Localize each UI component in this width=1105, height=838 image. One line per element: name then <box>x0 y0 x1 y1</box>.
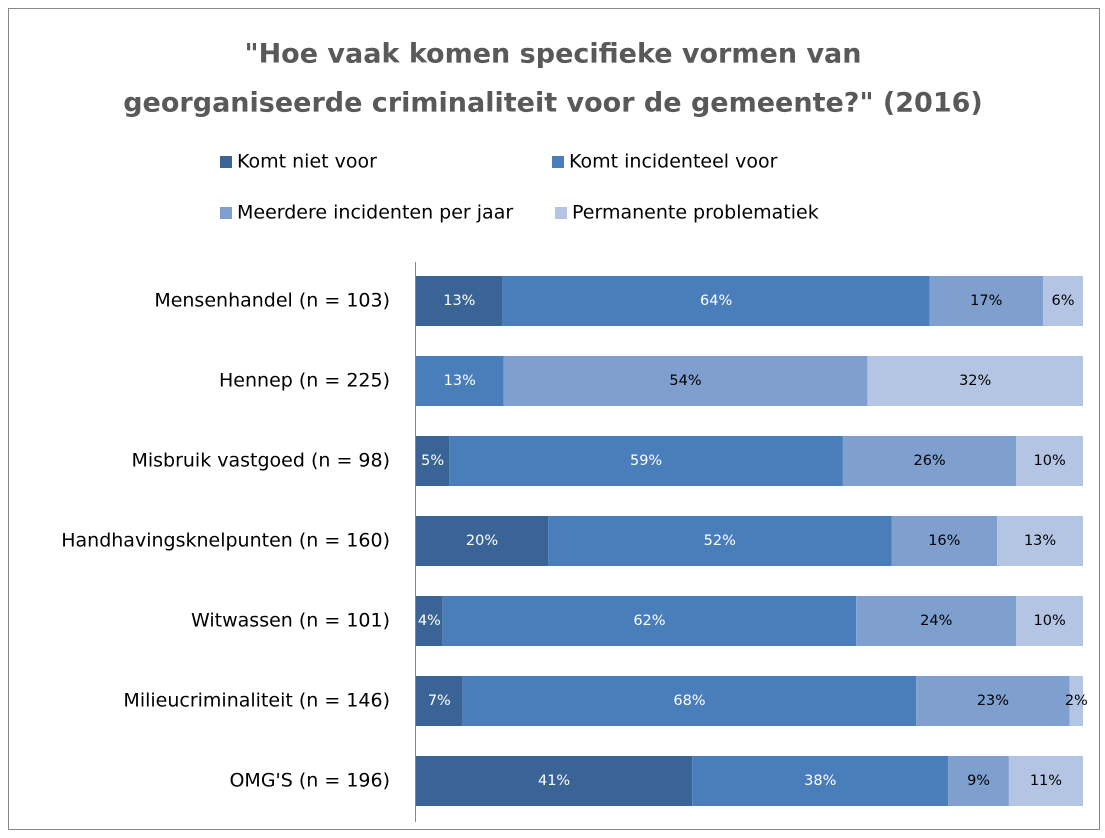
bar-segment <box>416 516 549 566</box>
category-label: Witwassen (n = 101) <box>191 610 390 632</box>
value-label: 10% <box>1034 453 1066 469</box>
bar-segment <box>1016 596 1083 646</box>
value-label: 13% <box>444 373 476 389</box>
category-label: Mensenhandel (n = 103) <box>154 290 390 312</box>
value-label: 16% <box>928 533 960 549</box>
bar-segment <box>856 596 1017 646</box>
bar-segment <box>948 756 1009 806</box>
value-label: 23% <box>977 693 1009 709</box>
bar-segment <box>449 436 843 486</box>
value-label: 38% <box>804 773 836 789</box>
bar-segment <box>416 356 504 406</box>
bar-segment <box>842 436 1017 486</box>
value-label: 5% <box>421 453 444 469</box>
bar-segment <box>929 276 1043 326</box>
legend-swatch <box>220 207 232 219</box>
value-label: 26% <box>913 453 945 469</box>
category-label: Misbruik vastgoed (n = 98) <box>131 450 390 472</box>
bar-segment <box>416 436 450 486</box>
legend-label: Komt niet voor <box>237 151 377 173</box>
bar-segment <box>916 676 1070 726</box>
chart-title: "Hoe vaak komen specifieke vormen van <box>245 39 862 70</box>
bar-segment <box>416 756 693 806</box>
bar-segment <box>891 516 998 566</box>
legend-label: Komt incidenteel voor <box>569 151 778 173</box>
bar-segment <box>867 356 1083 406</box>
value-label: 11% <box>1030 773 1062 789</box>
bar-segment <box>462 676 917 726</box>
category-label: OMG'S (n = 196) <box>229 770 390 792</box>
value-label: 10% <box>1034 613 1066 629</box>
bar-segment <box>1008 756 1083 806</box>
bar-segment <box>416 676 463 726</box>
value-label: 54% <box>669 373 701 389</box>
bar-segment <box>997 516 1083 566</box>
value-label: 20% <box>466 533 498 549</box>
legend-swatch <box>220 156 232 168</box>
value-label: 68% <box>673 693 705 709</box>
bar-segment <box>416 596 443 646</box>
value-label: 59% <box>630 453 662 469</box>
bar-segment <box>692 756 949 806</box>
legend-label: Permanente problematiek <box>572 202 819 224</box>
value-label: 52% <box>704 533 736 549</box>
value-label: 17% <box>970 293 1002 309</box>
bar-segment <box>502 276 930 326</box>
value-label: 32% <box>959 373 991 389</box>
value-label: 24% <box>920 613 952 629</box>
value-label: 9% <box>967 773 990 789</box>
category-label: Milieucriminaliteit (n = 146) <box>123 690 390 712</box>
value-label: 62% <box>633 613 665 629</box>
category-label: Hennep (n = 225) <box>219 370 390 392</box>
category-label: Handhavingsknelpunten (n = 160) <box>61 530 390 552</box>
bar-segment <box>442 596 857 646</box>
bar-segment <box>503 356 868 406</box>
value-label: 7% <box>428 693 451 709</box>
value-label: 41% <box>538 773 570 789</box>
legend-swatch <box>555 207 567 219</box>
bar-segment <box>1042 276 1083 326</box>
value-label: 13% <box>443 293 475 309</box>
bar-segment <box>1016 436 1083 486</box>
value-label: 4% <box>418 613 441 629</box>
bar-segment <box>416 276 503 326</box>
chart-title: georganiseerde criminaliteit voor de gem… <box>123 88 983 119</box>
legend-label: Meerdere incidenten per jaar <box>237 202 513 224</box>
value-label: 64% <box>700 293 732 309</box>
bar-segment <box>548 516 892 566</box>
value-label: 2% <box>1065 693 1088 709</box>
value-label: 13% <box>1024 533 1056 549</box>
value-label: 6% <box>1051 293 1074 309</box>
bar-segment <box>1069 676 1083 726</box>
legend-swatch <box>552 156 564 168</box>
